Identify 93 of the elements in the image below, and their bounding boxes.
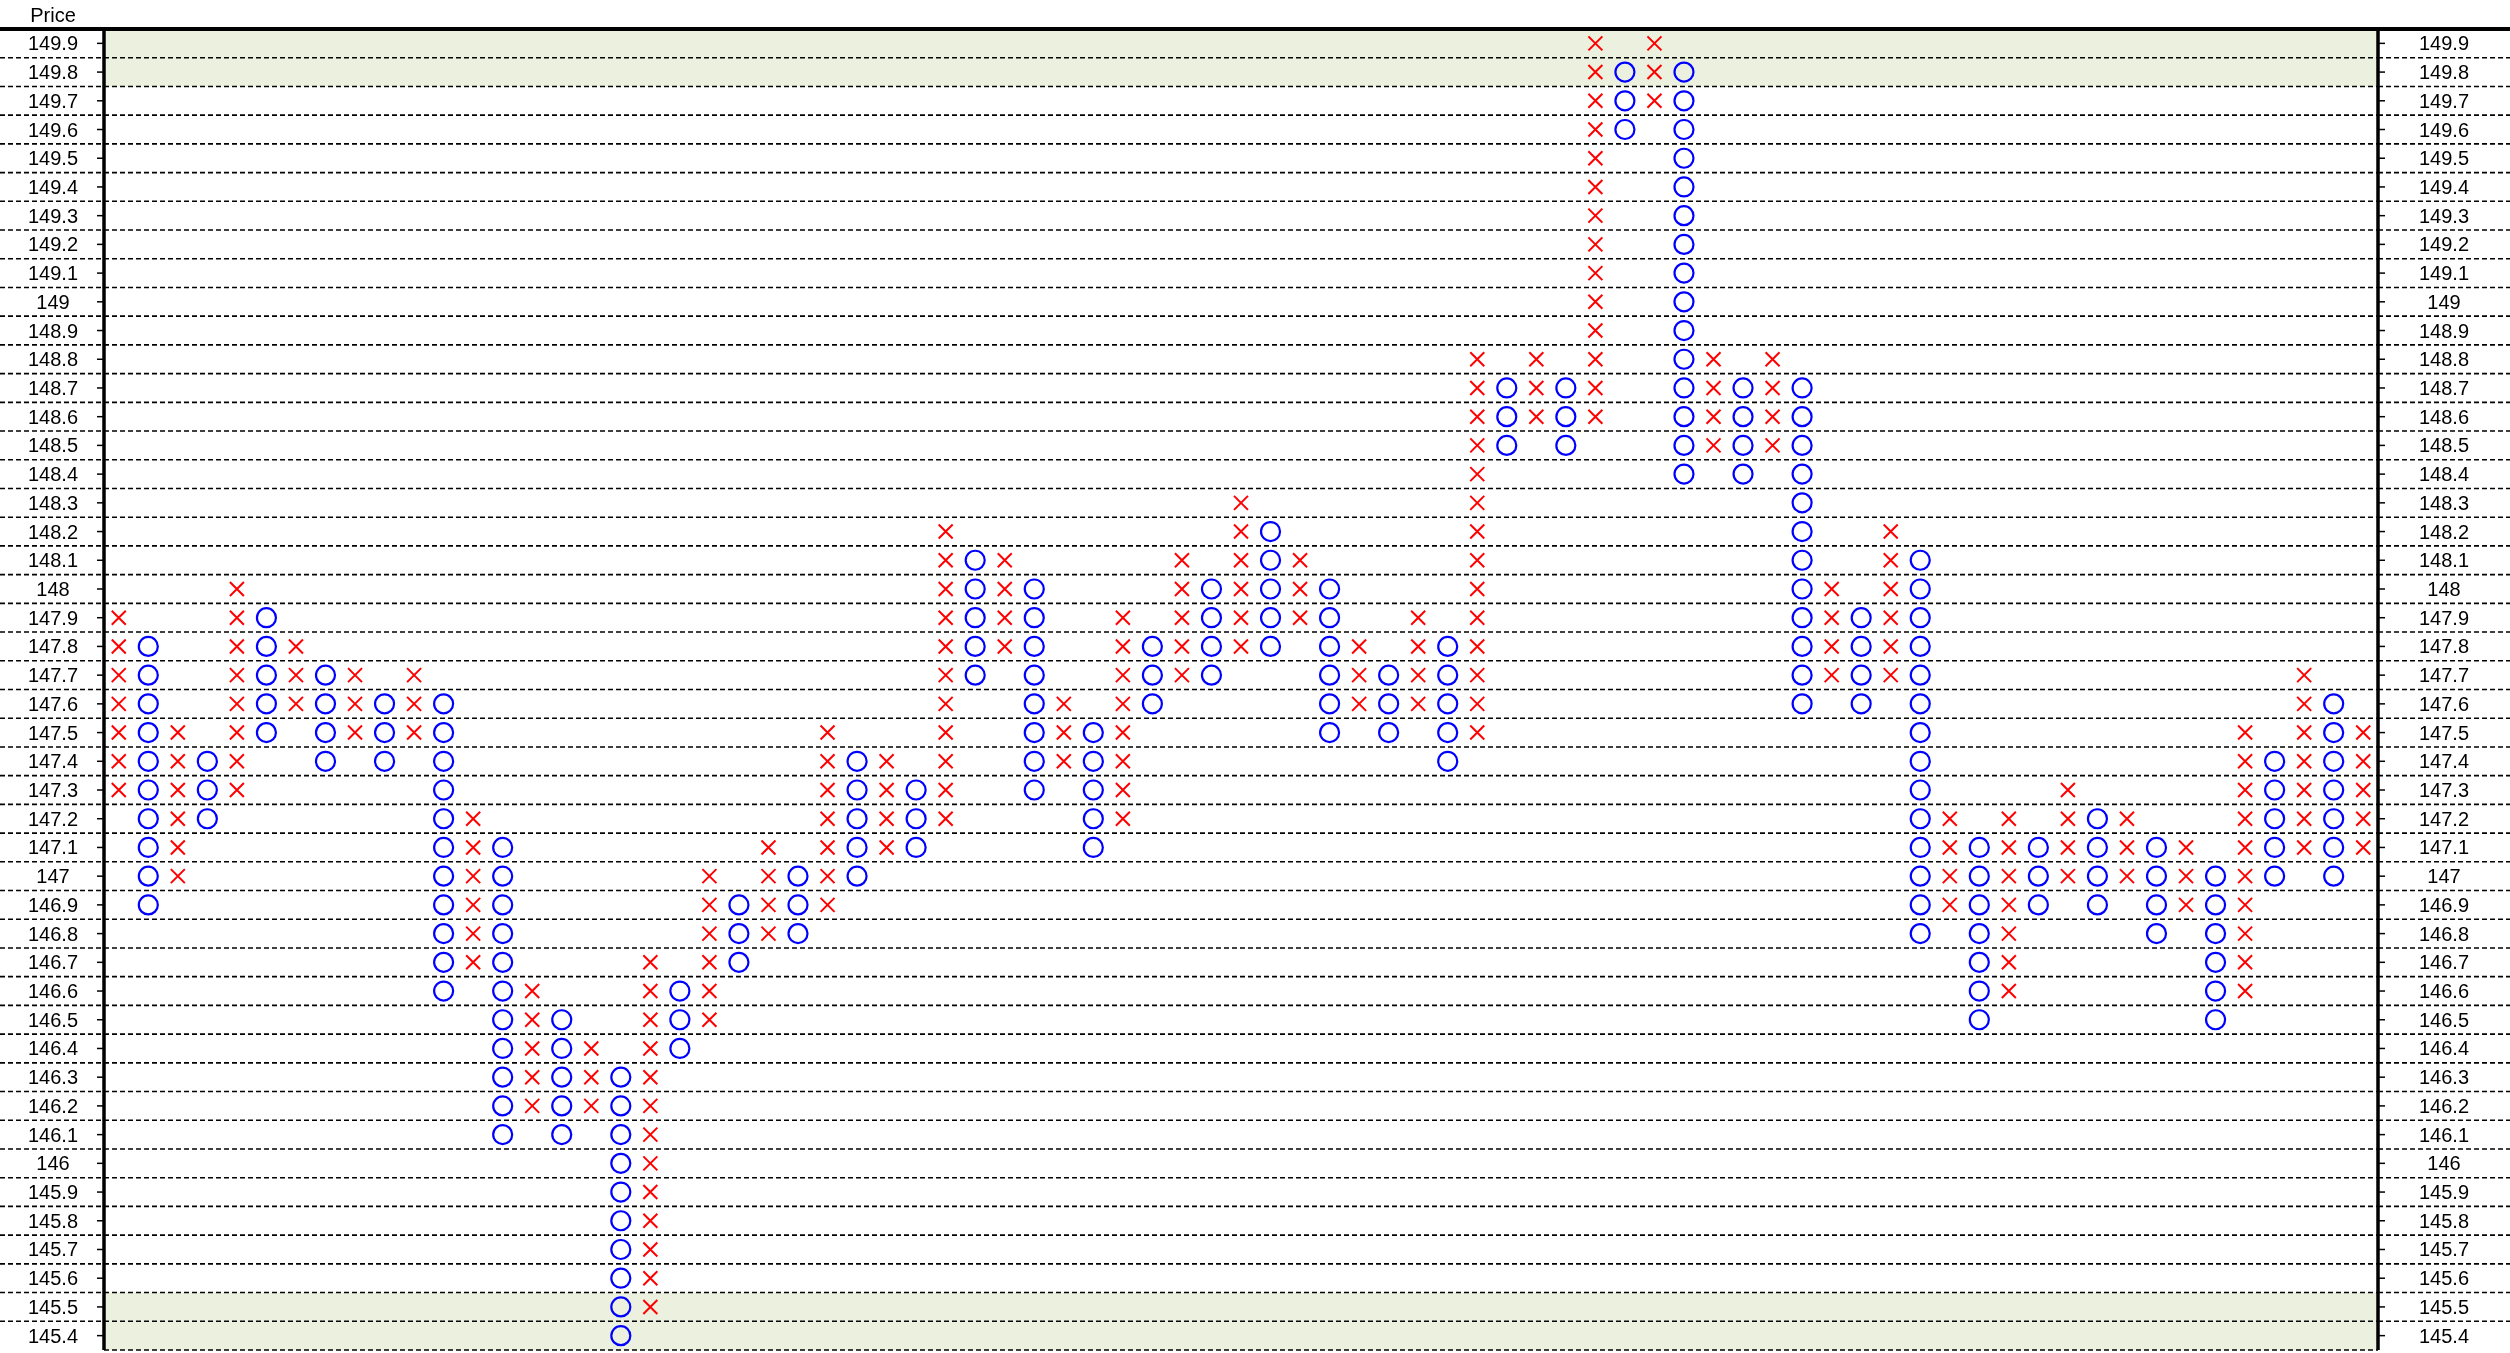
y2-tick-label: 149 — [2427, 290, 2461, 313]
y2-tick-label: 146.6 — [2418, 980, 2470, 1003]
y-tick-label: 149.8 — [27, 61, 79, 84]
y-tick-label: 147.9 — [27, 606, 79, 629]
y2-tick-label: 145.8 — [2418, 1209, 2470, 1232]
y-tick-label: 147.6 — [27, 692, 79, 715]
y2-tick-label: 148.6 — [2418, 405, 2470, 428]
y-tick-label: 148 — [36, 577, 70, 600]
y-tick-label: 147.5 — [27, 721, 79, 744]
y-tick-label: 149.3 — [27, 204, 79, 227]
y-tick-label: 147.3 — [27, 779, 79, 802]
y2-tick-label: 149.6 — [2418, 118, 2470, 141]
y-tick-label: 145.8 — [27, 1209, 79, 1232]
y2-tick-label: 146 — [2427, 1152, 2461, 1175]
y-tick-label: 146 — [36, 1152, 70, 1175]
y2-tick-label: 146.7 — [2418, 951, 2470, 974]
y-tick-label: 149.5 — [27, 147, 79, 170]
y-tick-label: 145.4 — [27, 1324, 79, 1347]
y-tick-label: 146.3 — [27, 1066, 79, 1089]
y-tick-label: 149.6 — [27, 118, 79, 141]
y2-tick-label: 147.3 — [2418, 779, 2470, 802]
y2-tick-label: 146.8 — [2418, 922, 2470, 945]
y2-tick-label: 148.4 — [2418, 463, 2470, 486]
y-tick-label: 148.8 — [27, 348, 79, 371]
y2-tick-label: 146.5 — [2418, 1008, 2470, 1031]
y2-tick-label: 145.6 — [2418, 1267, 2470, 1290]
y2-tick-label: 146.3 — [2418, 1066, 2470, 1089]
y-tick-label: 147.2 — [27, 807, 79, 830]
y-tick-label: 147.1 — [27, 836, 79, 859]
y2-tick-label: 145.7 — [2418, 1238, 2470, 1261]
y-tick-label: 149.9 — [27, 32, 79, 55]
y-tick-label: 146.2 — [27, 1094, 79, 1117]
y2-tick-label: 148 — [2427, 577, 2461, 600]
y-tick-label: 148.3 — [27, 491, 79, 514]
y2-tick-label: 149.2 — [2418, 233, 2470, 256]
y2-tick-label: 149.9 — [2418, 32, 2470, 55]
y2-tick-label: 148.2 — [2418, 520, 2470, 543]
y2-tick-label: 149.8 — [2418, 61, 2470, 84]
y-tick-label: 147.8 — [27, 635, 79, 658]
y2-tick-label: 145.4 — [2418, 1324, 2470, 1347]
y2-tick-label: 147.9 — [2418, 606, 2470, 629]
y2-tick-label: 147.5 — [2418, 721, 2470, 744]
y-tick-label: 146.5 — [27, 1008, 79, 1031]
y-tick-label: 148.9 — [27, 319, 79, 342]
y2-tick-label: 147.7 — [2418, 664, 2470, 687]
y-tick-label: 146.6 — [27, 980, 79, 1003]
y-tick-label: 147.7 — [27, 664, 79, 687]
y2-tick-label: 148.7 — [2418, 376, 2470, 399]
y2-tick-label: 147.6 — [2418, 692, 2470, 715]
y2-tick-label: 147.8 — [2418, 635, 2470, 658]
y2-tick-label: 146.1 — [2418, 1123, 2470, 1146]
y-tick-label: 148.7 — [27, 376, 79, 399]
y2-tick-label: 146.2 — [2418, 1094, 2470, 1117]
y-tick-label: 148.1 — [27, 549, 79, 572]
y-tick-label: 149 — [36, 290, 70, 313]
y2-tick-label: 145.5 — [2418, 1295, 2470, 1318]
y2-tick-label: 149.1 — [2418, 262, 2470, 285]
y-axis-title: Price — [30, 3, 76, 26]
y-tick-label: 147 — [36, 865, 70, 888]
y-tick-label: 148.5 — [27, 434, 79, 457]
y-tick-label: 148.6 — [27, 405, 79, 428]
y-tick-label: 146.1 — [27, 1123, 79, 1146]
y-tick-label: 148.4 — [27, 463, 79, 486]
y2-tick-label: 146.4 — [2418, 1037, 2470, 1060]
y2-tick-label: 147 — [2427, 865, 2461, 888]
y-tick-label: 146.4 — [27, 1037, 79, 1060]
y2-tick-label: 148.9 — [2418, 319, 2470, 342]
y2-tick-label: 148.3 — [2418, 491, 2470, 514]
y2-tick-label: 147.1 — [2418, 836, 2470, 859]
y-tick-label: 145.9 — [27, 1181, 79, 1204]
y-tick-label: 147.4 — [27, 750, 79, 773]
y-tick-label: 146.7 — [27, 951, 79, 974]
y2-tick-label: 145.9 — [2418, 1181, 2470, 1204]
y2-tick-label: 149.7 — [2418, 89, 2470, 112]
y2-tick-label: 147.2 — [2418, 807, 2470, 830]
y-tick-label: 149.4 — [27, 175, 79, 198]
y2-tick-label: 146.9 — [2418, 893, 2470, 916]
y-tick-label: 146.8 — [27, 922, 79, 945]
y-tick-label: 149.2 — [27, 233, 79, 256]
y-tick-label: 145.5 — [27, 1295, 79, 1318]
y-tick-label: 146.9 — [27, 893, 79, 916]
y2-tick-label: 149.4 — [2418, 175, 2470, 198]
y-tick-label: 148.2 — [27, 520, 79, 543]
y2-tick-label: 148.5 — [2418, 434, 2470, 457]
y-tick-label: 149.1 — [27, 262, 79, 285]
y2-tick-label: 148.8 — [2418, 348, 2470, 371]
y2-tick-label: 148.1 — [2418, 549, 2470, 572]
y-tick-label: 149.7 — [27, 89, 79, 112]
y2-tick-label: 149.3 — [2418, 204, 2470, 227]
y-tick-label: 145.7 — [27, 1238, 79, 1261]
y2-tick-label: 147.4 — [2418, 750, 2470, 773]
y-tick-label: 145.6 — [27, 1267, 79, 1290]
y2-tick-label: 149.5 — [2418, 147, 2470, 170]
